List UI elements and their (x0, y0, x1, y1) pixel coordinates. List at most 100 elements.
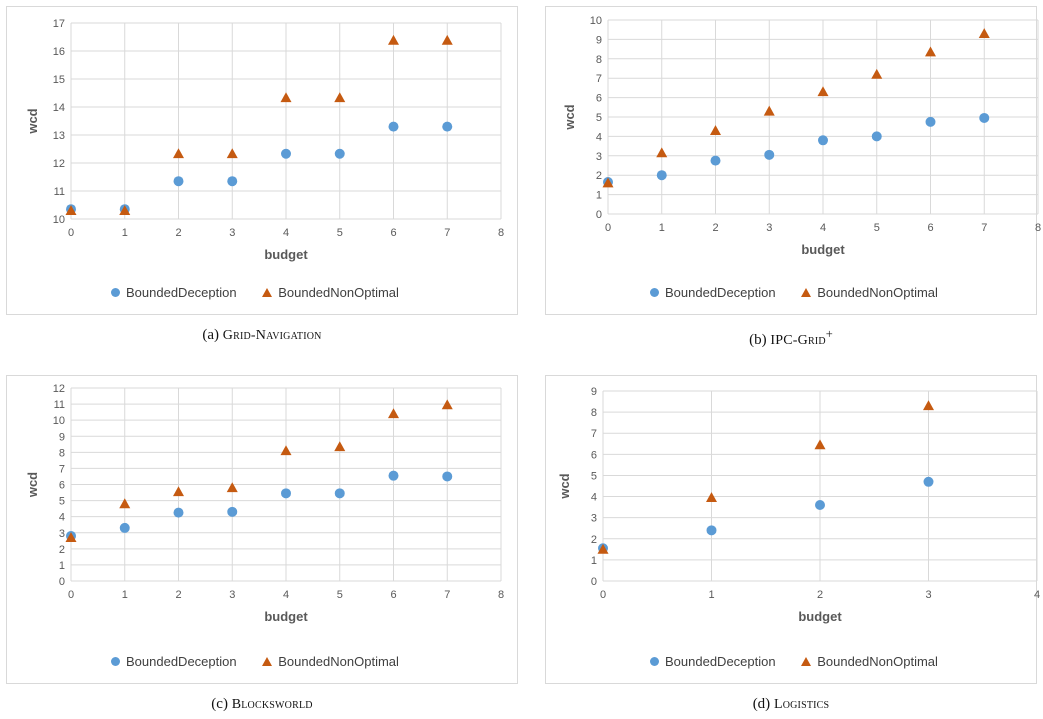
y-tick-label: 5 (59, 496, 65, 508)
caption-a: (a) Grid-Navigation (6, 327, 518, 344)
y-tick-label: 6 (596, 93, 602, 105)
y-tick-label: 6 (591, 449, 597, 461)
y-tick-label: 8 (591, 407, 597, 419)
y-tick-label: 10 (53, 214, 65, 226)
legend-label-deception: BoundedDeception (665, 285, 776, 300)
circle-marker-icon (650, 288, 659, 297)
x-tick-label: 0 (68, 227, 74, 239)
y-tick-label: 2 (591, 534, 597, 546)
data-point-bounded-deception (388, 470, 399, 481)
x-tick-label: 5 (337, 227, 343, 239)
triangle-marker-icon (801, 288, 812, 297)
y-tick-label: 15 (53, 74, 65, 86)
y-tick-label: 3 (59, 528, 65, 540)
caption-b: (b) IPC-Grid+ (545, 327, 1037, 349)
data-point-bounded-nonoptimal (597, 543, 609, 554)
data-point-bounded-deception (281, 148, 291, 159)
y-tick-label: 0 (591, 576, 597, 588)
x-tick-label: 4 (820, 222, 826, 234)
legend-label-deception: BoundedDeception (126, 285, 237, 300)
y-tick-label: 10 (53, 415, 65, 427)
data-point-bounded-nonoptimal (814, 439, 826, 450)
legend-item-nonoptimal: BoundedNonOptimal (262, 285, 399, 300)
caption-d: (d) Logistics (545, 696, 1037, 713)
legend-item-deception: BoundedDeception (111, 654, 237, 669)
y-tick-label: 7 (59, 463, 65, 475)
x-tick-label: 3 (766, 222, 772, 234)
y-tick-label: 11 (54, 186, 65, 198)
data-point-bounded-nonoptimal (226, 482, 238, 493)
chart-svg-d: 0 1 2 3 4 0 1 2 3 4 5 6 7 8 9 budget wcd (557, 386, 1040, 624)
y-tick-label: 12 (53, 383, 65, 395)
data-point-bounded-nonoptimal (388, 34, 399, 45)
y-axis-title: wcd (562, 104, 577, 130)
data-point-bounded-deception (710, 155, 721, 166)
y-tick-label: 10 (590, 15, 602, 27)
data-point-bounded-nonoptimal (65, 532, 77, 542)
data-point-bounded-nonoptimal (871, 68, 883, 79)
triangle-marker-icon (801, 657, 812, 666)
legend-c: BoundedDeception BoundedNonOptimal (111, 654, 421, 669)
legend-item-nonoptimal: BoundedNonOptimal (801, 285, 938, 300)
x-tick-label: 4 (283, 227, 289, 239)
legend-item-nonoptimal: BoundedNonOptimal (801, 654, 938, 669)
x-tick-label: 0 (68, 589, 74, 601)
x-tick-label: 8 (498, 227, 504, 239)
data-point-bounded-nonoptimal (226, 148, 238, 159)
data-point-bounded-deception (119, 522, 130, 533)
y-tick-label: 8 (59, 447, 65, 459)
data-point-bounded-deception (656, 170, 667, 181)
data-point-bounded-nonoptimal (65, 205, 77, 215)
x-tick-label: 2 (175, 227, 181, 239)
data-point-bounded-nonoptimal (923, 400, 934, 411)
caption-name: Grid-Navigation (222, 328, 322, 343)
y-axis-title: wcd (557, 473, 572, 499)
x-tick-label: 5 (337, 589, 343, 601)
legend-label-nonoptimal: BoundedNonOptimal (817, 654, 938, 669)
y-tick-label: 3 (596, 151, 602, 163)
data-point-bounded-deception (925, 116, 936, 127)
caption-superscript: + (825, 327, 833, 341)
legend-label-deception: BoundedDeception (126, 654, 237, 669)
caption-name: IPC-Grid (770, 333, 826, 348)
x-tick-label: 8 (498, 589, 504, 601)
x-axis-title: budget (798, 609, 842, 624)
y-tick-label: 16 (53, 46, 65, 58)
x-tick-label: 1 (708, 589, 714, 601)
data-point-bounded-nonoptimal (710, 125, 721, 135)
x-tick-label: 0 (600, 589, 606, 601)
legend-item-deception: BoundedDeception (650, 285, 776, 300)
x-tick-label: 5 (874, 222, 880, 234)
data-point-bounded-nonoptimal (280, 445, 292, 456)
y-tick-label: 0 (596, 209, 602, 221)
data-point-bounded-deception (227, 176, 238, 187)
data-point-bounded-nonoptimal (817, 86, 829, 97)
legend-label-nonoptimal: BoundedNonOptimal (278, 285, 399, 300)
data-point-bounded-nonoptimal (602, 177, 614, 188)
y-tick-label: 1 (591, 555, 597, 567)
legend-b: BoundedDeception BoundedNonOptimal (650, 285, 960, 300)
legend-label-deception: BoundedDeception (665, 654, 776, 669)
legend-item-nonoptimal: BoundedNonOptimal (262, 654, 399, 669)
y-tick-label: 9 (59, 431, 65, 443)
x-axis-title: budget (801, 242, 845, 257)
x-tick-label: 4 (283, 589, 289, 601)
y-tick-label: 3 (591, 513, 597, 525)
y-tick-label: 0 (59, 576, 65, 588)
y-tick-label: 17 (53, 18, 65, 30)
y-tick-label: 1 (596, 190, 602, 202)
caption-c: (c) Blocksworld (6, 696, 518, 713)
data-point-bounded-deception (871, 131, 882, 142)
y-tick-label: 8 (596, 54, 602, 66)
x-tick-label: 4 (1034, 589, 1040, 601)
chart-panel-c: 0 1 2 3 4 5 6 7 8 0 1 2 3 4 5 6 7 8 9 10 11 12 budget wcd Bound… (6, 375, 518, 684)
circle-marker-icon (650, 657, 659, 666)
data-point-bounded-deception (173, 176, 184, 187)
y-tick-label: 12 (53, 158, 65, 170)
data-point-bounded-nonoptimal (388, 408, 399, 419)
x-axis-title: budget (264, 609, 308, 624)
y-tick-label: 5 (591, 470, 597, 482)
y-tick-label: 1 (59, 560, 65, 572)
y-tick-label: 4 (596, 131, 602, 143)
